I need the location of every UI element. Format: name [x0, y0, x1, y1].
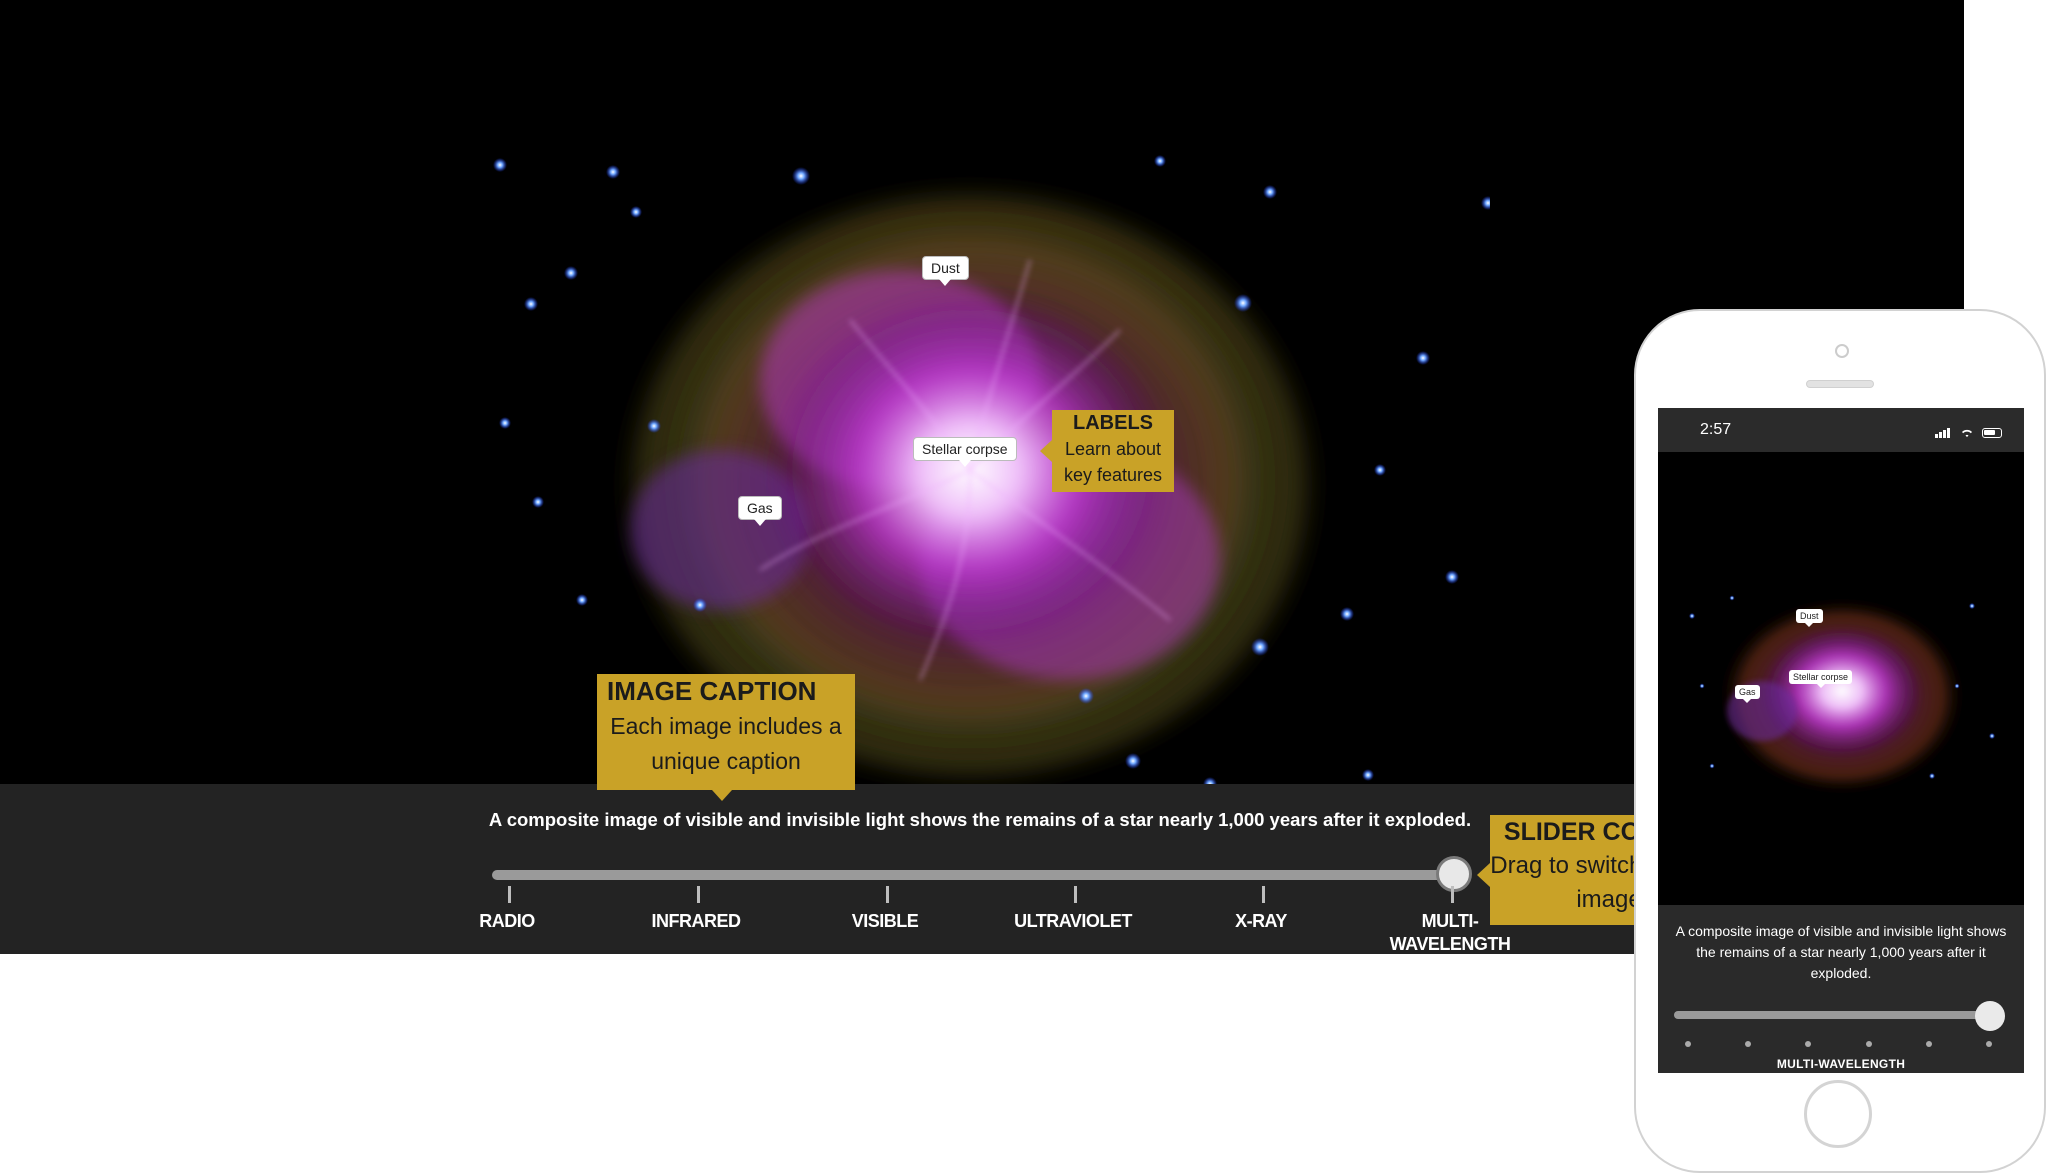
phone-slider-thumb[interactable] — [1975, 1001, 2005, 1031]
phone-active-stop: MULTI-WAVELENGTH — [1776, 1057, 1906, 1071]
slider-stop-radio[interactable]: RADIO — [479, 911, 535, 931]
phone-speaker — [1806, 380, 1874, 388]
wifi-icon — [1961, 429, 1972, 437]
nebula-image — [470, 150, 1490, 784]
callout-labels-body: Learn about key features — [1063, 439, 1163, 485]
slider-tick — [1074, 886, 1077, 903]
callout-labels: LABELS Learn about key features — [1040, 410, 1174, 492]
battery-icon — [1982, 428, 2002, 438]
status-icons — [1935, 424, 2002, 438]
callout-image-caption: IMAGE CAPTION Each image includes a uniq… — [597, 674, 855, 801]
signal-icon — [1935, 424, 1951, 438]
slider-tick — [508, 886, 511, 903]
callout-caption-title: IMAGE CAPTION — [607, 676, 817, 706]
phone-slider-dot[interactable] — [1866, 1041, 1872, 1047]
phone-camera — [1835, 344, 1849, 358]
phone-caption-area: A composite image of visible and invisib… — [1658, 905, 2024, 1073]
phone-slider-dot[interactable] — [1986, 1041, 1992, 1047]
map-label-stellar-corpse[interactable]: Stellar corpse — [913, 437, 1017, 467]
slider-tick — [1262, 886, 1265, 903]
phone-slider-track[interactable] — [1674, 1011, 2004, 1019]
slider-stop-ultraviolet[interactable]: ULTRAVIOLET — [1014, 911, 1132, 931]
image-caption: A composite image of visible and invisib… — [488, 809, 1472, 830]
phone-label-dust[interactable]: Dust — [1796, 609, 1823, 627]
phone-slider-dot[interactable] — [1805, 1041, 1811, 1047]
slider-stop-visible[interactable]: VISIBLE — [851, 911, 919, 931]
slider-stop-x-ray[interactable]: X-RAY — [1235, 911, 1287, 931]
phone-slider-dot[interactable] — [1745, 1041, 1751, 1047]
slider-thumb[interactable] — [1436, 856, 1472, 892]
map-label-dust[interactable]: Dust — [922, 256, 969, 286]
callout-caption-body: Each image includes a unique caption — [610, 713, 842, 774]
phone-caption: A composite image of visible and invisib… — [1675, 923, 2007, 981]
slider-tick — [886, 886, 889, 903]
slider-stop-multi-wavelength[interactable]: MULTI- WAVELENGTH — [1389, 911, 1511, 954]
slider-tick — [697, 886, 700, 903]
phone-home-button[interactable] — [1804, 1080, 1872, 1148]
callout-labels-title: LABELS — [1073, 412, 1153, 434]
slider-tick — [1451, 886, 1454, 903]
phone-nebula-image: Dust Stellar corpse Gas — [1672, 586, 2012, 798]
slider-track[interactable] — [492, 870, 1454, 880]
phone-slider-dot[interactable] — [1926, 1041, 1932, 1047]
phone-screen: 2:57 Dust Stellar corpse Gas A composite… — [1658, 408, 2024, 1073]
status-bar: 2:57 — [1658, 408, 2024, 452]
phone-label-gas[interactable]: Gas — [1735, 685, 1760, 703]
phone-label-stellar-corpse[interactable]: Stellar corpse — [1789, 670, 1853, 688]
map-label-gas[interactable]: Gas — [738, 496, 782, 526]
slider-stop-infrared[interactable]: INFRARED — [651, 911, 742, 931]
phone-slider-dot[interactable] — [1685, 1041, 1691, 1047]
status-time: 2:57 — [1700, 421, 1732, 438]
